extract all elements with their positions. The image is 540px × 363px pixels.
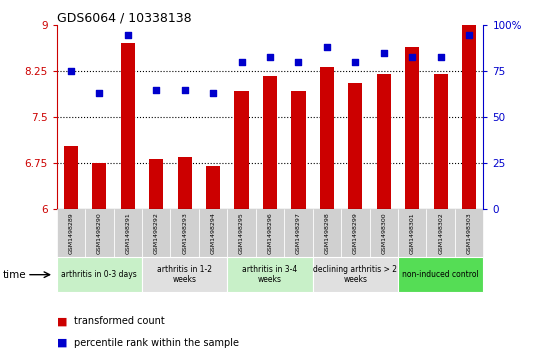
Text: GSM1498290: GSM1498290 bbox=[97, 212, 102, 254]
Text: ■: ■ bbox=[57, 338, 67, 348]
Bar bbox=[85, 209, 113, 257]
Point bbox=[237, 59, 246, 65]
Text: GSM1498302: GSM1498302 bbox=[438, 212, 443, 254]
Bar bbox=[234, 91, 248, 209]
Bar bbox=[427, 209, 455, 257]
Bar bbox=[227, 209, 256, 257]
Bar bbox=[263, 76, 277, 209]
Bar bbox=[206, 166, 220, 209]
Bar bbox=[113, 209, 142, 257]
Bar bbox=[313, 257, 398, 292]
Bar bbox=[377, 74, 391, 209]
Text: arthritis in 3-4
weeks: arthritis in 3-4 weeks bbox=[242, 265, 298, 284]
Text: arthritis in 1-2
weeks: arthritis in 1-2 weeks bbox=[157, 265, 212, 284]
Point bbox=[95, 90, 104, 96]
Bar bbox=[199, 209, 227, 257]
Bar bbox=[369, 209, 398, 257]
Bar bbox=[462, 24, 476, 209]
Bar bbox=[292, 91, 306, 209]
Bar bbox=[57, 209, 85, 257]
Text: GSM1498297: GSM1498297 bbox=[296, 212, 301, 254]
Point bbox=[294, 59, 303, 65]
Text: GSM1498295: GSM1498295 bbox=[239, 212, 244, 254]
Point bbox=[380, 50, 388, 56]
Bar bbox=[178, 157, 192, 209]
Text: GSM1498300: GSM1498300 bbox=[381, 212, 386, 254]
Text: GSM1498298: GSM1498298 bbox=[325, 212, 329, 254]
Text: GSM1498293: GSM1498293 bbox=[182, 212, 187, 254]
Text: GDS6064 / 10338138: GDS6064 / 10338138 bbox=[57, 11, 191, 24]
Text: GSM1498299: GSM1498299 bbox=[353, 212, 358, 254]
Text: arthritis in 0-3 days: arthritis in 0-3 days bbox=[62, 270, 137, 279]
Point bbox=[266, 54, 274, 60]
Bar bbox=[320, 67, 334, 209]
Bar bbox=[121, 42, 135, 209]
Point bbox=[436, 54, 445, 60]
Bar bbox=[227, 257, 313, 292]
Bar bbox=[57, 257, 142, 292]
Point bbox=[408, 54, 416, 60]
Bar bbox=[313, 209, 341, 257]
Point bbox=[322, 45, 331, 50]
Point bbox=[152, 87, 160, 93]
Text: GSM1498296: GSM1498296 bbox=[267, 212, 273, 254]
Point bbox=[465, 32, 474, 37]
Bar bbox=[171, 209, 199, 257]
Text: percentile rank within the sample: percentile rank within the sample bbox=[74, 338, 239, 348]
Text: GSM1498301: GSM1498301 bbox=[410, 212, 415, 254]
Text: declining arthritis > 2
weeks: declining arthritis > 2 weeks bbox=[313, 265, 397, 284]
Point bbox=[66, 68, 75, 74]
Bar bbox=[64, 146, 78, 209]
Text: GSM1498303: GSM1498303 bbox=[467, 212, 471, 254]
Text: GSM1498289: GSM1498289 bbox=[69, 212, 73, 254]
Text: GSM1498294: GSM1498294 bbox=[211, 212, 215, 254]
Bar bbox=[142, 257, 227, 292]
Bar bbox=[284, 209, 313, 257]
Bar bbox=[398, 257, 483, 292]
Bar bbox=[92, 163, 106, 209]
Bar bbox=[256, 209, 284, 257]
Text: time: time bbox=[3, 270, 26, 280]
Text: GSM1498291: GSM1498291 bbox=[125, 212, 130, 254]
Point bbox=[209, 90, 218, 96]
Text: transformed count: transformed count bbox=[74, 316, 165, 326]
Bar bbox=[341, 209, 369, 257]
Text: non-induced control: non-induced control bbox=[402, 270, 479, 279]
Bar bbox=[405, 47, 420, 209]
Text: GSM1498292: GSM1498292 bbox=[154, 212, 159, 254]
Bar bbox=[149, 159, 163, 209]
Point bbox=[180, 87, 189, 93]
Point bbox=[124, 32, 132, 37]
Text: ■: ■ bbox=[57, 316, 67, 326]
Bar bbox=[348, 83, 362, 209]
Bar bbox=[434, 74, 448, 209]
Bar bbox=[398, 209, 427, 257]
Bar bbox=[455, 209, 483, 257]
Point bbox=[351, 59, 360, 65]
Bar bbox=[142, 209, 171, 257]
